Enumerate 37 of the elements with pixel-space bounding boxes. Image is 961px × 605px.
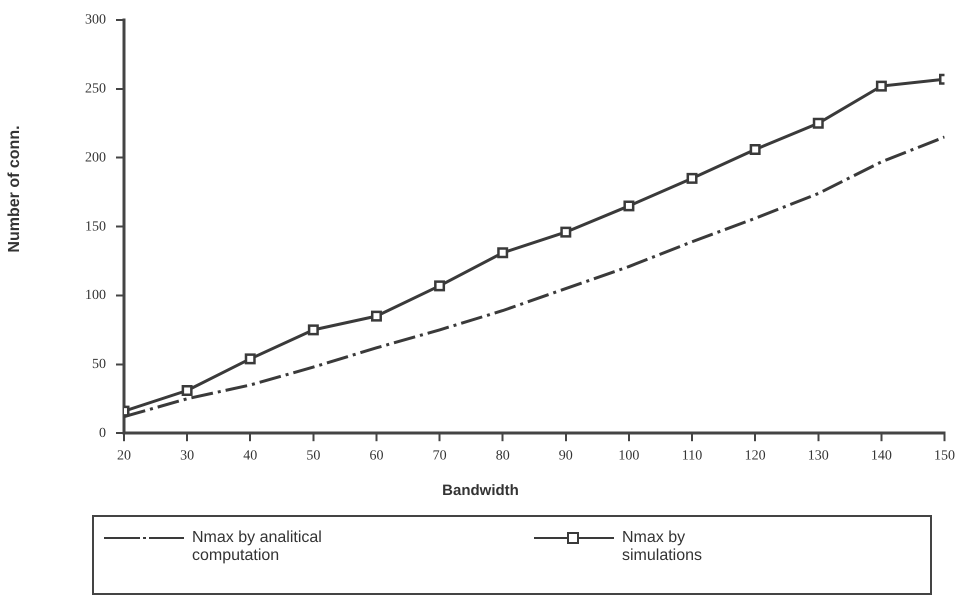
x-tick-label: 60 [369,448,384,464]
point [876,80,887,92]
legend-label: Nmax by simulations [622,529,704,565]
x-tick-label: 130 [808,448,829,464]
legend-label: Nmax by analitical computation [192,529,323,565]
y-tick-label: 100 [85,288,106,304]
x-axis-title: Bandwidth [441,482,520,499]
x-tick-label: 80 [496,448,510,464]
x-tick-label: 90 [558,448,573,464]
y-tick-label: 150 [85,219,106,234]
y-tick-label: 200 [85,150,106,166]
x-tick-label: 110 [682,448,702,464]
point [244,353,256,364]
point [623,200,634,212]
y-tick-label: 250 [85,82,106,97]
point [686,172,698,184]
x-tick-label: 20 [117,448,131,464]
x-tick-label: 40 [243,448,258,464]
x-tick-label: 50 [306,448,320,464]
point [812,118,824,129]
x-tick-label: 120 [744,448,766,464]
point [434,280,446,292]
point [182,385,193,396]
y-tick-label: 0 [99,426,106,441]
x-tick-label: 30 [180,448,194,464]
x-tick-label: 150 [934,448,955,464]
x-tick-label: 100 [618,448,640,464]
x-tick-label: 140 [870,448,892,464]
point [308,324,319,336]
point [750,144,761,155]
y-tick-label: 50 [92,357,106,372]
y-tick-label: 300 [85,12,106,28]
point [560,226,572,238]
point [497,247,508,258]
x-tick-label: 70 [432,448,447,464]
y-axis-title: Number of conn. [6,124,24,255]
point [370,310,382,322]
